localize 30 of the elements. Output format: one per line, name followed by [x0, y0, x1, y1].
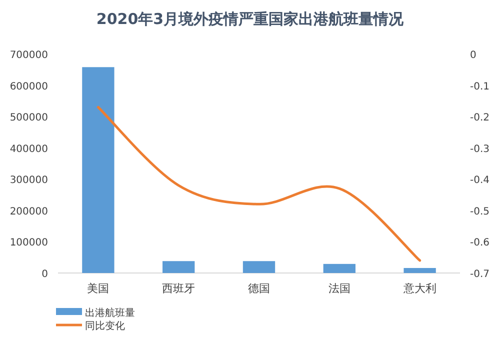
legend-label: 同比变化	[85, 320, 125, 332]
y-tick-label: 200000	[10, 206, 48, 218]
y2-tick-label: 0	[470, 50, 476, 61]
y2-tick-label: -0.1	[470, 81, 490, 92]
bar	[323, 264, 356, 273]
y-tick-label: 300000	[10, 175, 48, 186]
y-tick-label: 500000	[10, 112, 48, 124]
y2-tick-label: -0.5	[470, 206, 490, 218]
y2-tick-label: -0.3	[470, 144, 490, 155]
x-tick-label: 法国	[328, 282, 350, 295]
x-tick-label: 西班牙	[162, 282, 196, 295]
y2-tick-label: -0.7	[470, 269, 490, 280]
y2-tick-label: -0.6	[470, 238, 490, 249]
bar	[404, 268, 436, 273]
x-tick-label: 德国	[248, 282, 270, 295]
y2-tick-label: -0.4	[470, 175, 490, 186]
bar	[82, 67, 114, 273]
line-series	[96, 106, 422, 262]
y-tick-label: 0	[42, 269, 48, 280]
y2-tick-label: -0.2	[470, 112, 490, 124]
bar	[162, 261, 195, 273]
y-tick-label: 100000	[10, 238, 48, 249]
chart-title: 2020年3月境外疫情严重国家出港航班量情况	[96, 10, 405, 28]
bar	[242, 261, 276, 273]
y-tick-label: 400000	[10, 144, 48, 155]
y-tick-label: 600000	[10, 81, 48, 92]
legend-label: 出港航班量	[85, 307, 135, 319]
y-tick-label: 700000	[10, 50, 48, 61]
x-tick-label: 意大利	[402, 282, 436, 295]
x-tick-label: 美国	[87, 282, 110, 295]
